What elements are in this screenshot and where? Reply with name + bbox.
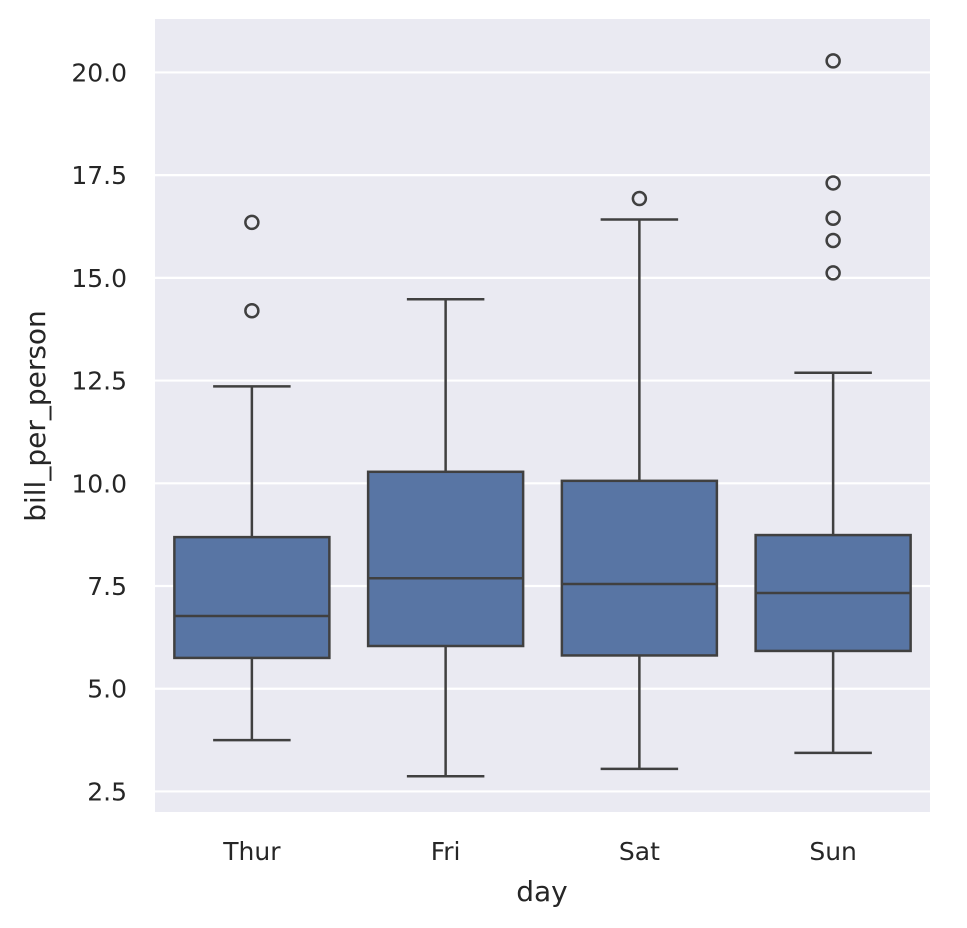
y-tick-label: 7.5 [87,572,127,601]
x-tick-label: Sun [809,837,857,866]
boxes [173,53,912,778]
y-tick-label: 20.0 [71,58,127,87]
x-tick-label: Sat [619,837,660,866]
outlier-point [825,53,841,69]
y-axis-label: bill_per_person [19,310,52,522]
box-group-sat [560,190,719,771]
outlier-point [825,265,841,281]
outlier-point [825,232,841,249]
y-tick-labels: 2.5 5.0 7.5 10.0 12.5 15.0 17.5 20.0 [71,58,127,806]
outlier-point [825,175,841,191]
y-tick-label: 2.5 [87,777,127,806]
iqr-box [173,535,331,660]
x-axis-label: day [516,875,568,908]
outlier-point [825,210,841,227]
y-tick-label: 10.0 [71,469,127,498]
iqr-box [366,470,525,648]
box-group-sun [754,53,912,755]
y-tick-label: 15.0 [71,264,127,293]
outlier-point [631,190,648,207]
plot-background [155,19,930,812]
y-tick-label: 17.5 [71,161,127,190]
y-tick-label: 5.0 [87,675,127,704]
y-tick-label: 12.5 [71,367,127,396]
box-group-thur [173,214,331,742]
outlier-point [244,214,260,231]
x-tick-label: Thur [222,837,281,866]
x-tick-labels: Thur Fri Sat Sun [222,837,857,866]
iqr-box [560,479,719,657]
outlier-point [244,302,260,319]
x-tick-label: Fri [431,837,461,866]
box-group-fri [366,297,525,778]
